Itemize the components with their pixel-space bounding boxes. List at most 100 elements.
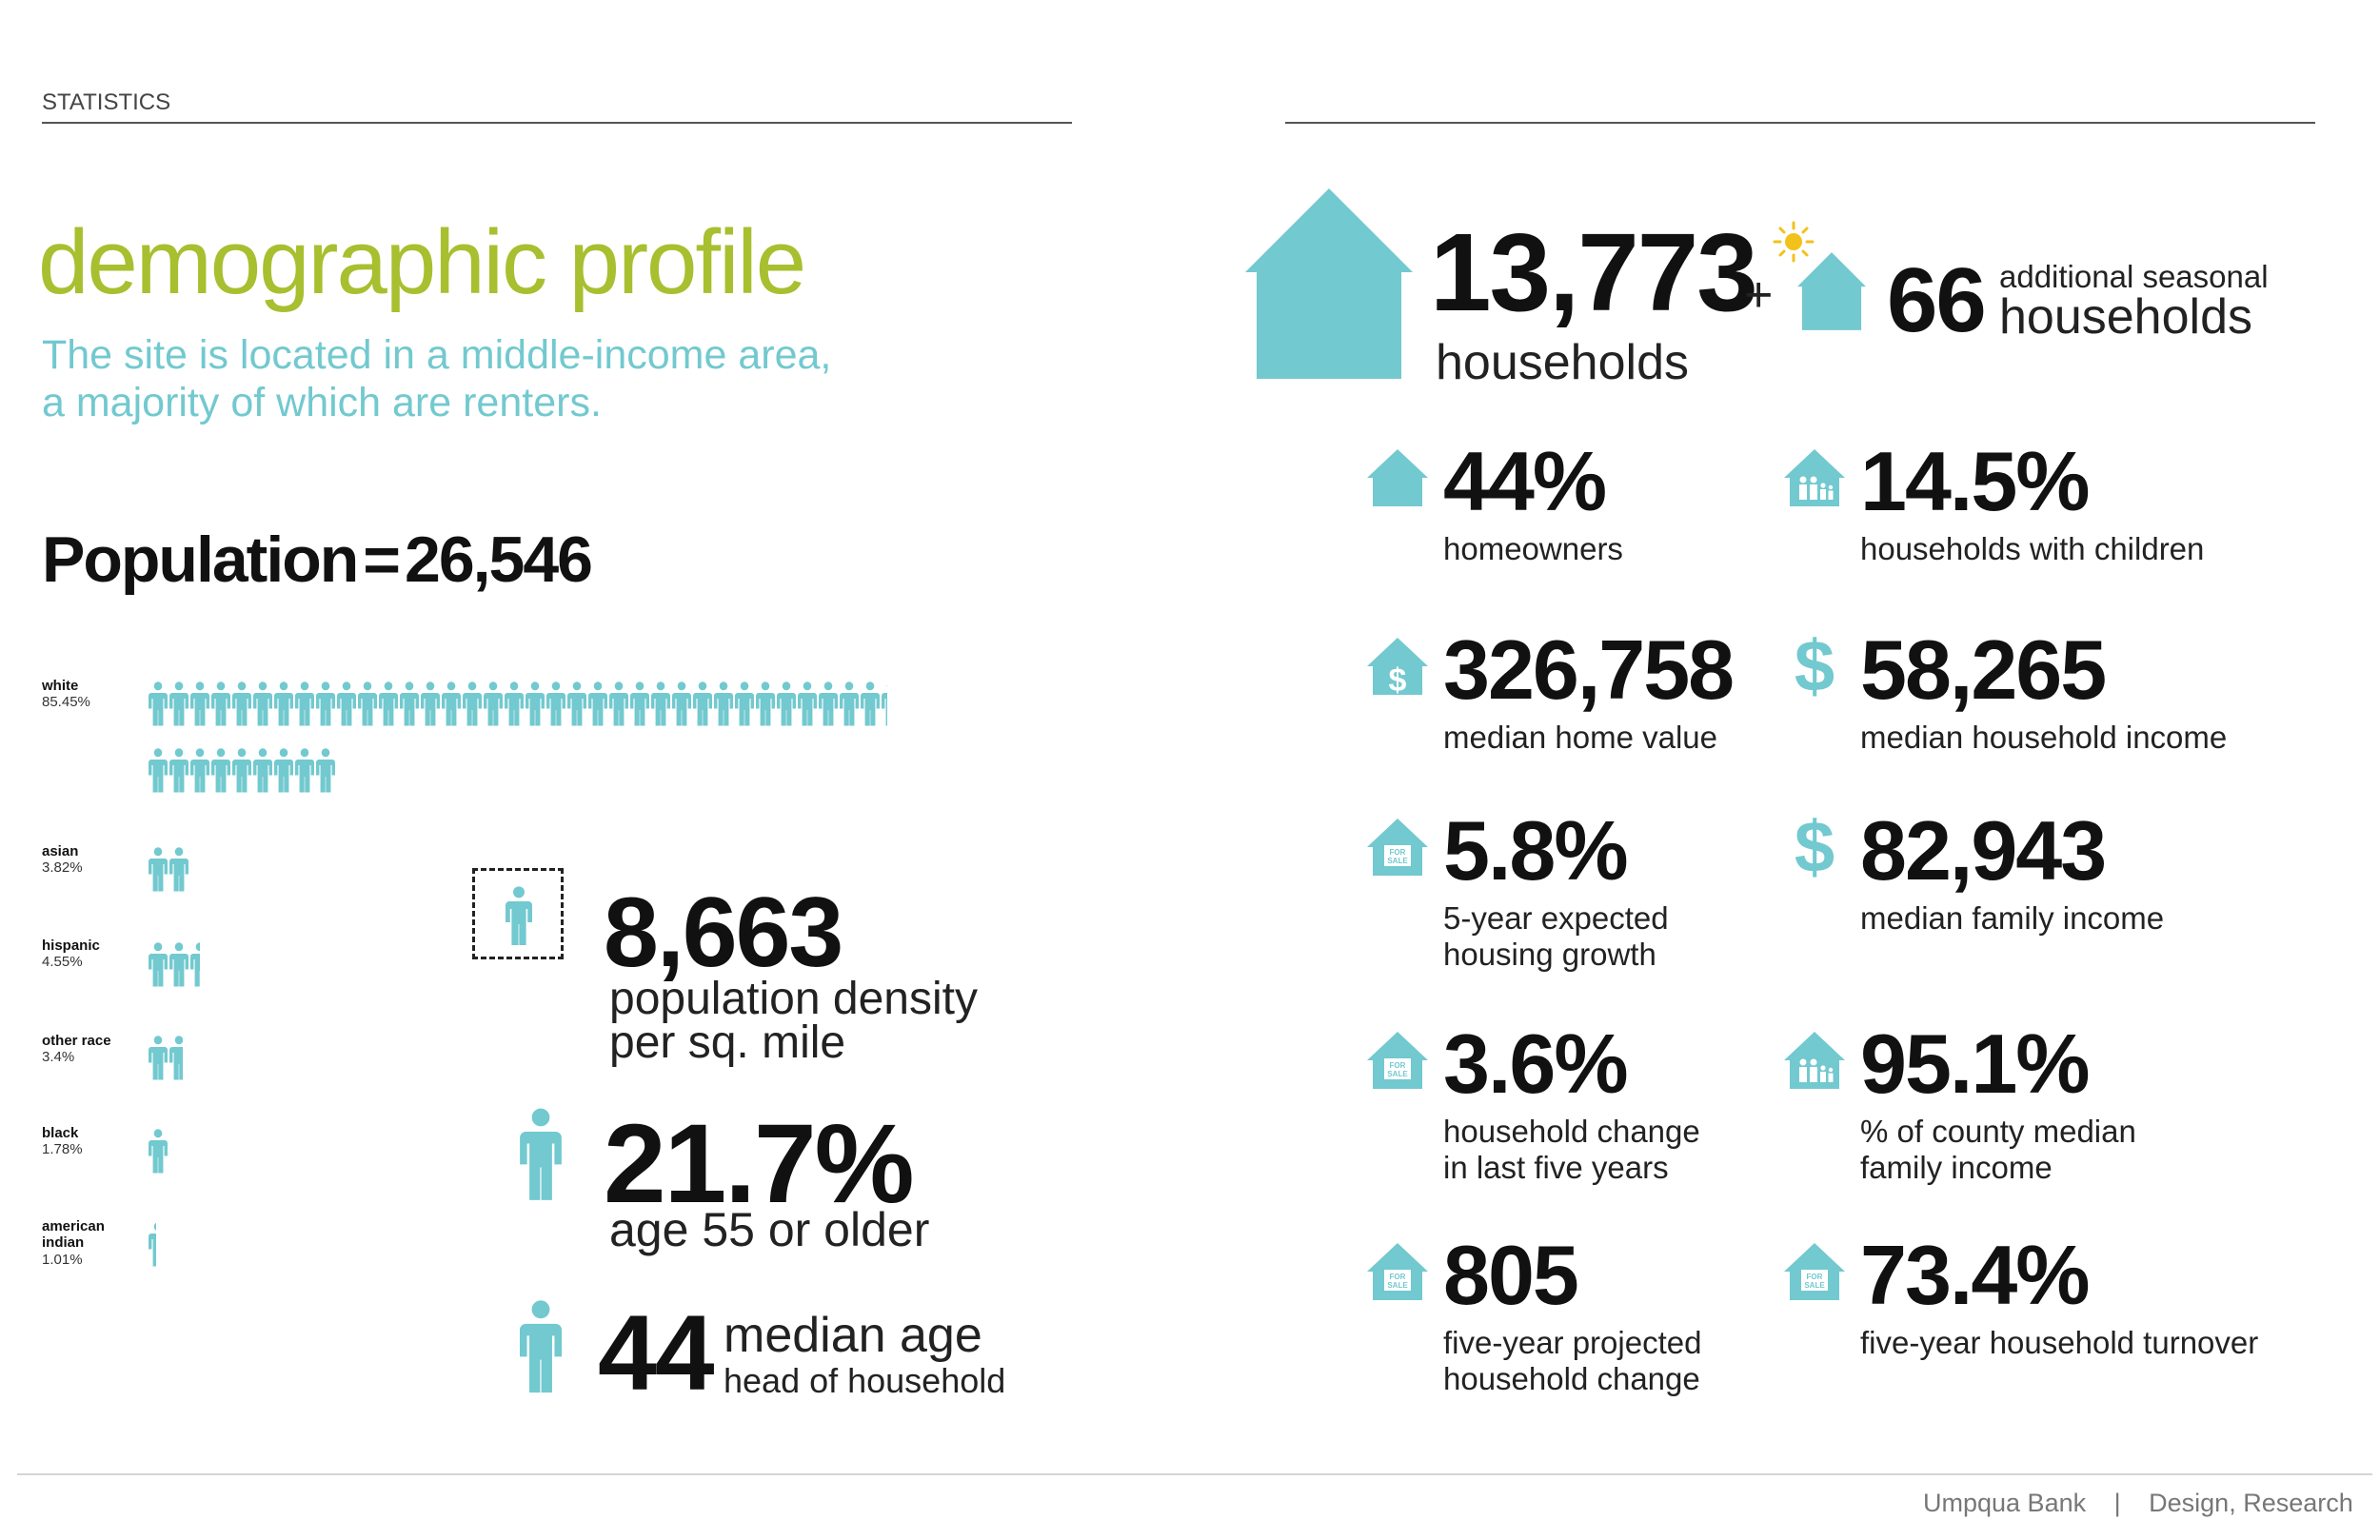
sun-icon: [1773, 221, 1815, 263]
person-icon: [149, 1129, 168, 1174]
stat-caption-line-1: five-year projected: [1443, 1325, 1702, 1360]
stat-value: 805: [1443, 1228, 1579, 1322]
svg-text:SALE: SALE: [1387, 1281, 1408, 1290]
person-icon: [149, 681, 168, 726]
person-icon: [295, 748, 314, 793]
person-icon: [651, 681, 670, 726]
median-age-label-line-2: head of household: [724, 1361, 1006, 1400]
stat-caption-line-2: family income: [1860, 1150, 2053, 1185]
race-white: white 85.45%: [42, 678, 90, 711]
person-icon: [169, 681, 188, 726]
house-icon: [1245, 188, 1413, 379]
race-name: white: [42, 678, 79, 694]
stat-caption-line-2: household change: [1443, 1361, 1700, 1396]
svg-text:$: $: [1795, 634, 1835, 699]
population-heading: Population=26,546: [42, 527, 593, 592]
person-icon: [274, 748, 293, 793]
person-icon: [442, 681, 461, 726]
person-icon: [253, 681, 272, 726]
seasonal-label-line-2: households: [1999, 289, 2252, 345]
race-american-indian: american indian 1.01%: [42, 1218, 105, 1268]
person-icon: [149, 1036, 168, 1080]
person-icon: [169, 847, 188, 892]
right-header-rule: [1285, 122, 2315, 124]
person-icon: [337, 681, 356, 726]
person-icon: [840, 681, 859, 726]
person-icon: [520, 1300, 562, 1393]
person-icon: [253, 748, 272, 793]
race-name: black: [42, 1125, 79, 1141]
person-icon: [672, 681, 691, 726]
subtitle-line-1: The site is located in a middle-income a…: [42, 332, 832, 378]
stat-value: 58,265: [1860, 622, 2107, 717]
density-label-line-1: population density: [609, 974, 978, 1024]
person-icon: [798, 681, 817, 726]
stat-value: 326,758: [1443, 622, 1735, 717]
person-icon: [169, 748, 188, 793]
dollar-icon: $: [1784, 634, 1845, 699]
white-pictogram-row-2: [149, 748, 337, 794]
hispanic-pictogram: [149, 942, 202, 988]
population-label: Population: [42, 523, 359, 596]
footer-company: Umpqua Bank: [1923, 1489, 2087, 1517]
stat-value: 3.6%: [1443, 1017, 1629, 1111]
plus-sign: +: [1744, 267, 1774, 323]
person-icon: [882, 684, 887, 726]
footer: Umpqua Bank | Design, Research: [1923, 1489, 2353, 1518]
svg-text:FOR: FOR: [1390, 1061, 1406, 1070]
small-house-icon: [1797, 252, 1866, 330]
person-icon: [149, 748, 168, 793]
person-icon: [484, 681, 503, 726]
person-icon: [190, 748, 209, 793]
stat-caption-line-2: housing growth: [1443, 937, 1656, 972]
stat-value: 95.1%: [1860, 1017, 2091, 1111]
person-icon: [463, 681, 482, 726]
stat-caption-line-1: five-year household turnover: [1860, 1325, 2259, 1360]
left-header-rule: [42, 122, 1072, 124]
dollar-icon: $: [1784, 815, 1845, 879]
person-icon: [526, 681, 545, 726]
person-icon: [714, 681, 733, 726]
person-icon: [567, 681, 586, 726]
person-icon: [756, 681, 775, 726]
black-pictogram: [149, 1129, 169, 1175]
family-house-icon: [1784, 1028, 1845, 1093]
stat-value: 82,943: [1860, 803, 2107, 898]
stat-caption-line-1: homeowners: [1443, 531, 1623, 566]
race-pct: 4.55%: [42, 954, 83, 971]
race-other: other race 3.4%: [42, 1033, 111, 1066]
person-icon: [232, 681, 251, 726]
person-icon: [149, 942, 168, 987]
stat-value: 44%: [1443, 434, 1607, 528]
american-indian-pictogram: [149, 1222, 158, 1268]
person-icon: [861, 681, 880, 726]
race-asian: asian 3.82%: [42, 843, 83, 877]
for-sale-house-icon: FOR SALE: [1367, 1028, 1428, 1093]
person-icon: [819, 681, 838, 726]
svg-text:FOR: FOR: [1807, 1273, 1823, 1281]
person-icon: [421, 681, 440, 726]
for-sale-house-icon: FOR SALE: [1784, 1239, 1845, 1304]
stat-caption-line-1: median family income: [1860, 900, 2165, 936]
person-icon: [316, 681, 335, 726]
person-icon: [316, 748, 335, 793]
stat-value: 14.5%: [1860, 434, 2091, 528]
person-icon: [295, 681, 314, 726]
person-icon: [211, 748, 230, 793]
svg-text:SALE: SALE: [1387, 857, 1408, 865]
race-pct: 3.4%: [42, 1049, 75, 1066]
stat-caption-line-1: households with children: [1860, 531, 2205, 566]
section-label: STATISTICS: [42, 89, 171, 115]
race-pct: 1.78%: [42, 1141, 83, 1158]
stat-value: 73.4%: [1860, 1228, 2091, 1322]
density-label-line-2: per sq. mile: [609, 1017, 846, 1068]
svg-text:SALE: SALE: [1387, 1070, 1408, 1078]
population-equals: =: [363, 523, 401, 596]
person-icon: [169, 1036, 183, 1080]
median-age-value: 44: [598, 1293, 715, 1412]
population-value: 26,546: [405, 523, 593, 596]
seasonal-label-line-1: additional seasonal: [1999, 259, 2269, 294]
person-icon: [169, 942, 188, 987]
other-race-pictogram: [149, 1036, 185, 1081]
dollar-house-icon: $: [1367, 634, 1428, 699]
